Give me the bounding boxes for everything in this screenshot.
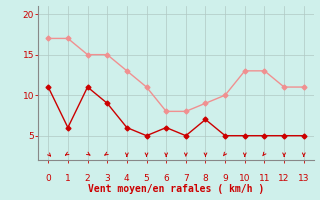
X-axis label: Vent moyen/en rafales ( km/h ): Vent moyen/en rafales ( km/h ) [88,184,264,194]
